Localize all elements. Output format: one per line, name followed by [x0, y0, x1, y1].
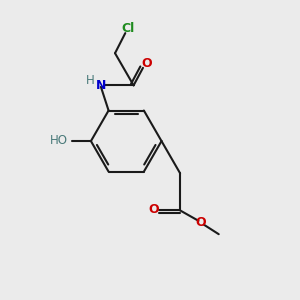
Text: HO: HO: [50, 134, 68, 147]
Text: Cl: Cl: [122, 22, 135, 35]
Text: O: O: [148, 203, 159, 216]
Text: O: O: [196, 216, 206, 229]
Text: H: H: [86, 74, 95, 87]
Text: O: O: [142, 58, 152, 70]
Text: N: N: [96, 79, 106, 92]
